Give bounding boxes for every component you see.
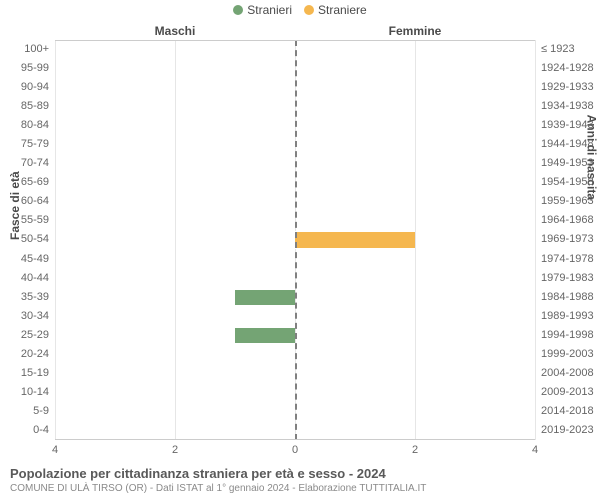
birthyear-label: 1989-1993: [541, 307, 594, 326]
plot-area: Maschi Femmine 100+≤ 192395-991924-19289…: [55, 40, 535, 440]
caption: Popolazione per cittadinanza straniera p…: [10, 466, 590, 494]
age-label: 50-54: [0, 230, 49, 249]
legend-swatch: [233, 5, 243, 15]
age-label: 35-39: [0, 288, 49, 307]
x-tick-label: 2: [412, 444, 418, 456]
age-label: 90-94: [0, 78, 49, 97]
birthyear-label: 1939-1943: [541, 116, 594, 135]
age-label: 25-29: [0, 326, 49, 345]
birthyear-label: 1984-1988: [541, 288, 594, 307]
x-tick-label: 2: [172, 444, 178, 456]
birthyear-label: 2014-2018: [541, 402, 594, 421]
age-label: 75-79: [0, 135, 49, 154]
panel-title-female: Femmine: [295, 24, 535, 38]
age-label: 30-34: [0, 307, 49, 326]
birthyear-label: 1924-1928: [541, 59, 594, 78]
age-label: 45-49: [0, 250, 49, 269]
age-label: 85-89: [0, 97, 49, 116]
male-bar: [235, 289, 295, 306]
birthyear-label: 1994-1998: [541, 326, 594, 345]
legend-label: Straniere: [318, 3, 367, 17]
birthyear-label: 2009-2013: [541, 383, 594, 402]
birthyear-label: 1979-1983: [541, 269, 594, 288]
birthyear-label: 1949-1953: [541, 154, 594, 173]
birthyear-label: 1959-1963: [541, 192, 594, 211]
panel-title-male: Maschi: [55, 24, 295, 38]
pyramid-chart: StranieriStraniere Fasce di età Anni di …: [0, 0, 600, 500]
age-label: 65-69: [0, 173, 49, 192]
top-axis-line: [55, 40, 535, 41]
birthyear-label: 1969-1973: [541, 230, 594, 249]
x-tick-label: 0: [292, 444, 298, 456]
age-label: 60-64: [0, 192, 49, 211]
age-label: 10-14: [0, 383, 49, 402]
legend-swatch: [304, 5, 314, 15]
birthyear-label: 1974-1978: [541, 250, 594, 269]
age-label: 55-59: [0, 211, 49, 230]
age-label: 70-74: [0, 154, 49, 173]
legend: Stranieri Straniere: [0, 2, 600, 17]
birthyear-label: 1929-1933: [541, 78, 594, 97]
birthyear-label: 1934-1938: [541, 97, 594, 116]
birthyear-label: 2019-2023: [541, 421, 594, 440]
age-label: 95-99: [0, 59, 49, 78]
age-label: 15-19: [0, 364, 49, 383]
caption-subtitle: COMUNE DI ULÀ TIRSO (OR) - Dati ISTAT al…: [10, 483, 590, 494]
male-bar: [235, 327, 295, 344]
caption-title: Popolazione per cittadinanza straniera p…: [10, 466, 590, 481]
center-divider: [295, 40, 297, 440]
x-axis-line: [55, 439, 535, 440]
gridline: [535, 40, 536, 440]
legend-label: Stranieri: [247, 3, 292, 17]
birthyear-label: 1944-1948: [541, 135, 594, 154]
age-label: 80-84: [0, 116, 49, 135]
female-bar: [295, 231, 415, 248]
birthyear-label: 2004-2008: [541, 364, 594, 383]
birthyear-label: 1999-2003: [541, 345, 594, 364]
birthyear-label: 1964-1968: [541, 211, 594, 230]
legend-item: Straniere: [304, 2, 367, 17]
x-tick-label: 4: [532, 444, 538, 456]
age-label: 40-44: [0, 269, 49, 288]
birthyear-label: ≤ 1923: [541, 40, 575, 59]
age-label: 5-9: [0, 402, 49, 421]
birthyear-label: 1954-1958: [541, 173, 594, 192]
legend-item: Stranieri: [233, 2, 292, 17]
age-label: 0-4: [0, 421, 49, 440]
x-tick-label: 4: [52, 444, 58, 456]
age-label: 100+: [0, 40, 49, 59]
age-label: 20-24: [0, 345, 49, 364]
